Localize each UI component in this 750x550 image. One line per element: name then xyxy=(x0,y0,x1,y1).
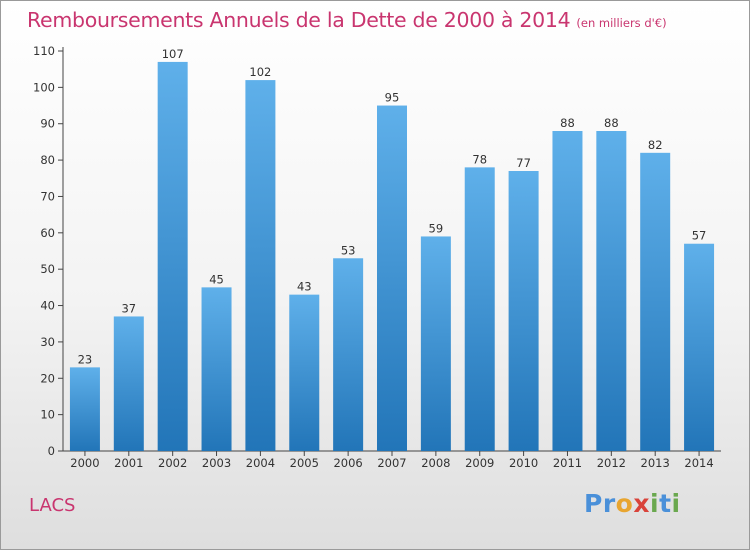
data-label-2006: 53 xyxy=(341,243,356,257)
bar-2007 xyxy=(377,105,407,451)
y-tick-label: 10 xyxy=(40,408,55,422)
bar-2002 xyxy=(157,61,188,452)
y-tick-label: 50 xyxy=(40,262,55,276)
y-tick-label: 0 xyxy=(48,444,55,458)
bar-2013 xyxy=(640,152,671,451)
logo-letter: r xyxy=(602,489,616,518)
logo-letter: t xyxy=(659,489,672,518)
y-tick-label: 60 xyxy=(40,226,55,240)
x-tick-label-2004: 2004 xyxy=(246,456,275,470)
data-label-2000: 23 xyxy=(78,352,93,366)
data-label-2012: 88 xyxy=(604,116,619,130)
chart-title: Remboursements Annuels de la Dette de 20… xyxy=(27,8,667,32)
logo-letter: P xyxy=(584,489,603,518)
data-label-2003: 45 xyxy=(209,272,224,286)
y-tick-label: 100 xyxy=(33,80,55,94)
proxiti-logo: Proxiti xyxy=(584,489,681,518)
data-label-2013: 82 xyxy=(648,138,663,152)
bar-2005 xyxy=(289,294,320,451)
bar-2008 xyxy=(420,236,451,451)
x-tick-label-2007: 2007 xyxy=(377,456,406,470)
commune-name: LACS xyxy=(29,495,76,516)
x-tick-label-2003: 2003 xyxy=(202,456,231,470)
data-label-2001: 37 xyxy=(121,301,136,315)
x-tick-label-2005: 2005 xyxy=(290,456,319,470)
x-tick-label-2010: 2010 xyxy=(509,456,538,470)
bar-2014 xyxy=(684,243,715,451)
x-tick-label-2011: 2011 xyxy=(553,456,582,470)
data-label-2005: 43 xyxy=(297,280,312,294)
data-label-2007: 95 xyxy=(385,91,400,105)
data-label-2009: 78 xyxy=(472,152,487,166)
bar-2011 xyxy=(552,131,583,451)
logo-letter: i xyxy=(650,489,660,518)
bar-2003 xyxy=(201,287,232,451)
data-label-2004: 102 xyxy=(249,65,271,79)
y-tick-label: 80 xyxy=(40,153,55,167)
logo-letter: i xyxy=(671,489,681,518)
y-tick-label: 110 xyxy=(33,44,55,58)
x-tick-label-2001: 2001 xyxy=(114,456,143,470)
bar-2004 xyxy=(245,80,276,451)
x-tick-label-2002: 2002 xyxy=(158,456,187,470)
y-tick-label: 20 xyxy=(40,371,55,385)
y-tick-label: 70 xyxy=(40,189,55,203)
bar-2000 xyxy=(69,367,100,451)
chart-title-text: Remboursements Annuels de la Dette de 20… xyxy=(27,8,571,32)
x-tick-label-2012: 2012 xyxy=(597,456,626,470)
bar-2006 xyxy=(333,258,364,451)
x-tick-label-2000: 2000 xyxy=(70,456,99,470)
x-tick-label-2013: 2013 xyxy=(641,456,670,470)
data-label-2011: 88 xyxy=(560,116,575,130)
data-label-2008: 59 xyxy=(429,221,444,235)
data-label-2014: 57 xyxy=(692,229,707,243)
logo-letter: o xyxy=(615,489,634,518)
x-tick-label-2006: 2006 xyxy=(333,456,362,470)
bar-2001 xyxy=(113,316,144,451)
chart-unit: (en milliers d'€) xyxy=(576,16,667,30)
data-label-2002: 107 xyxy=(162,47,184,61)
data-label-2010: 77 xyxy=(516,156,531,170)
y-tick-label: 30 xyxy=(40,335,55,349)
x-tick-label-2014: 2014 xyxy=(684,456,713,470)
bar-2010 xyxy=(508,171,539,451)
x-tick-label-2009: 2009 xyxy=(465,456,494,470)
y-tick-label: 40 xyxy=(40,299,55,313)
bar-2009 xyxy=(464,167,495,451)
logo-letter: x xyxy=(633,489,650,518)
x-tick-label-2008: 2008 xyxy=(421,456,450,470)
bar-2012 xyxy=(596,131,627,451)
y-tick-label: 90 xyxy=(40,117,55,131)
